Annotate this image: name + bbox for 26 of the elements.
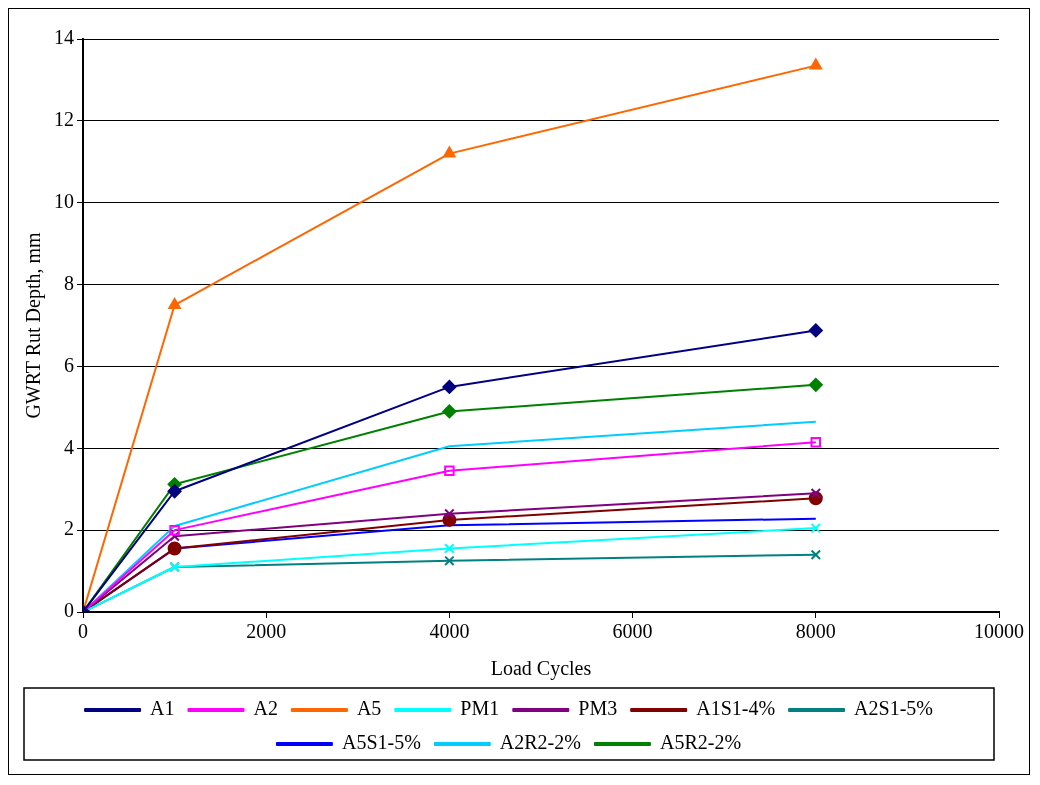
x-tick-label: 6000 [612, 620, 653, 643]
legend-label: A2S1-5% [854, 697, 933, 720]
legend-label: A1 [150, 697, 175, 720]
legend-label: A2R2-2% [499, 731, 581, 754]
y-tick-label: 2 [64, 517, 74, 540]
x-axis-title: Load Cycles [490, 657, 592, 681]
legend-label: A2 [253, 697, 278, 720]
y-tick-label: 6 [64, 353, 74, 376]
y-tick-label: 14 [54, 26, 74, 49]
x-tick-label: 8000 [795, 620, 836, 643]
y-axis-title: GWRT Rut Depth, mm [22, 231, 46, 419]
x-tick-label: 4000 [429, 620, 470, 643]
legend-label: PM3 [578, 697, 618, 720]
legend-label: A5S1-5% [341, 731, 421, 754]
y-tick-label: 8 [64, 271, 74, 294]
legend-label: PM1 [460, 697, 500, 720]
y-tick-label: 12 [54, 108, 74, 131]
legend-label: A5R2-2% [659, 731, 742, 754]
x-tick-label: 10000 [974, 620, 1024, 643]
x-tick-label: 0 [78, 620, 88, 643]
y-tick-label: 0 [64, 599, 74, 622]
y-tick-label: 10 [54, 189, 74, 212]
y-tick-label: 4 [64, 435, 74, 458]
legend-label: A5 [356, 697, 382, 720]
legend-label: A1S1-4% [696, 697, 776, 720]
x-tick-label: 2000 [246, 620, 287, 643]
